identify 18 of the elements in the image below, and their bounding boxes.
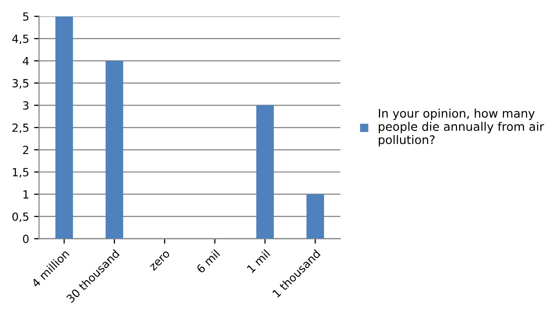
y-tick-label: 4,5 [12,34,28,44]
y-tick-label: 3,5 [12,79,28,89]
y-tick-label: 0 [23,234,29,244]
y-tick-label: 5 [23,12,28,21]
y-tick-label: 1,5 [12,168,28,178]
bar [106,60,124,239]
legend-label: In your opinion, how many people die annually from air pollution? [378,108,544,146]
y-tick-label: 2,5 [12,124,28,134]
bar [55,16,73,239]
bar [306,194,324,239]
y-tick-label: 4 [22,56,29,66]
y-tick-label: 1 [23,190,28,198]
x-tick-label: 1 mil [246,249,270,274]
bar [256,105,274,239]
x-tick-label: 6 mil [196,249,220,274]
y-tick-label: 0,5 [12,212,28,222]
y-tick-label: 2 [23,146,28,154]
y-tick-label: 3 [23,101,28,110]
